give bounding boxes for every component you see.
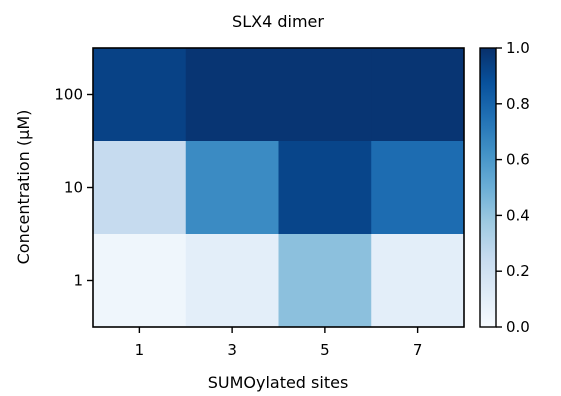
x-tick-label: 7 <box>413 341 423 359</box>
colorbar <box>479 47 497 328</box>
heatmap-cell <box>278 234 372 328</box>
x-axis-label: SUMOylated sites <box>208 373 349 392</box>
chart-title: SLX4 dimer <box>232 12 324 31</box>
x-tick-label: 1 <box>135 341 145 359</box>
heatmap-cell <box>371 48 465 142</box>
y-axis-ticks: 100 10 1 <box>54 86 93 290</box>
y-tick-label: 1 <box>73 272 83 290</box>
x-axis-ticks: 1 3 5 7 <box>135 327 423 359</box>
colorbar-tick-label: 0.0 <box>506 318 530 336</box>
colorbar-ticks: 0.0 0.2 0.4 0.6 0.8 1.0 <box>496 39 530 336</box>
colorbar-tick-label: 0.8 <box>506 95 530 113</box>
x-tick-label: 3 <box>227 341 237 359</box>
heatmap-cell <box>278 48 372 142</box>
heatmap-cell <box>371 234 465 328</box>
colorbar-tick-label: 1.0 <box>506 39 530 57</box>
heatmap-cell <box>93 141 187 235</box>
heatmap-cell <box>185 48 279 142</box>
colorbar-tick-label: 0.4 <box>506 206 530 224</box>
y-axis-label: Concentration (μM) <box>14 110 33 265</box>
heatmap-cell <box>371 141 465 235</box>
heatmap-cell <box>93 234 187 328</box>
heatmap-cell <box>278 141 372 235</box>
y-tick-label: 100 <box>54 86 83 104</box>
y-tick-label: 10 <box>64 179 83 197</box>
x-tick-label: 5 <box>320 341 330 359</box>
heatmap-cells <box>93 48 465 328</box>
heatmap-cell <box>185 234 279 328</box>
heatmap-cell <box>93 48 187 142</box>
colorbar-tick-label: 0.2 <box>506 262 530 280</box>
colorbar-tick-label: 0.6 <box>506 151 530 169</box>
heatmap-cell <box>185 141 279 235</box>
